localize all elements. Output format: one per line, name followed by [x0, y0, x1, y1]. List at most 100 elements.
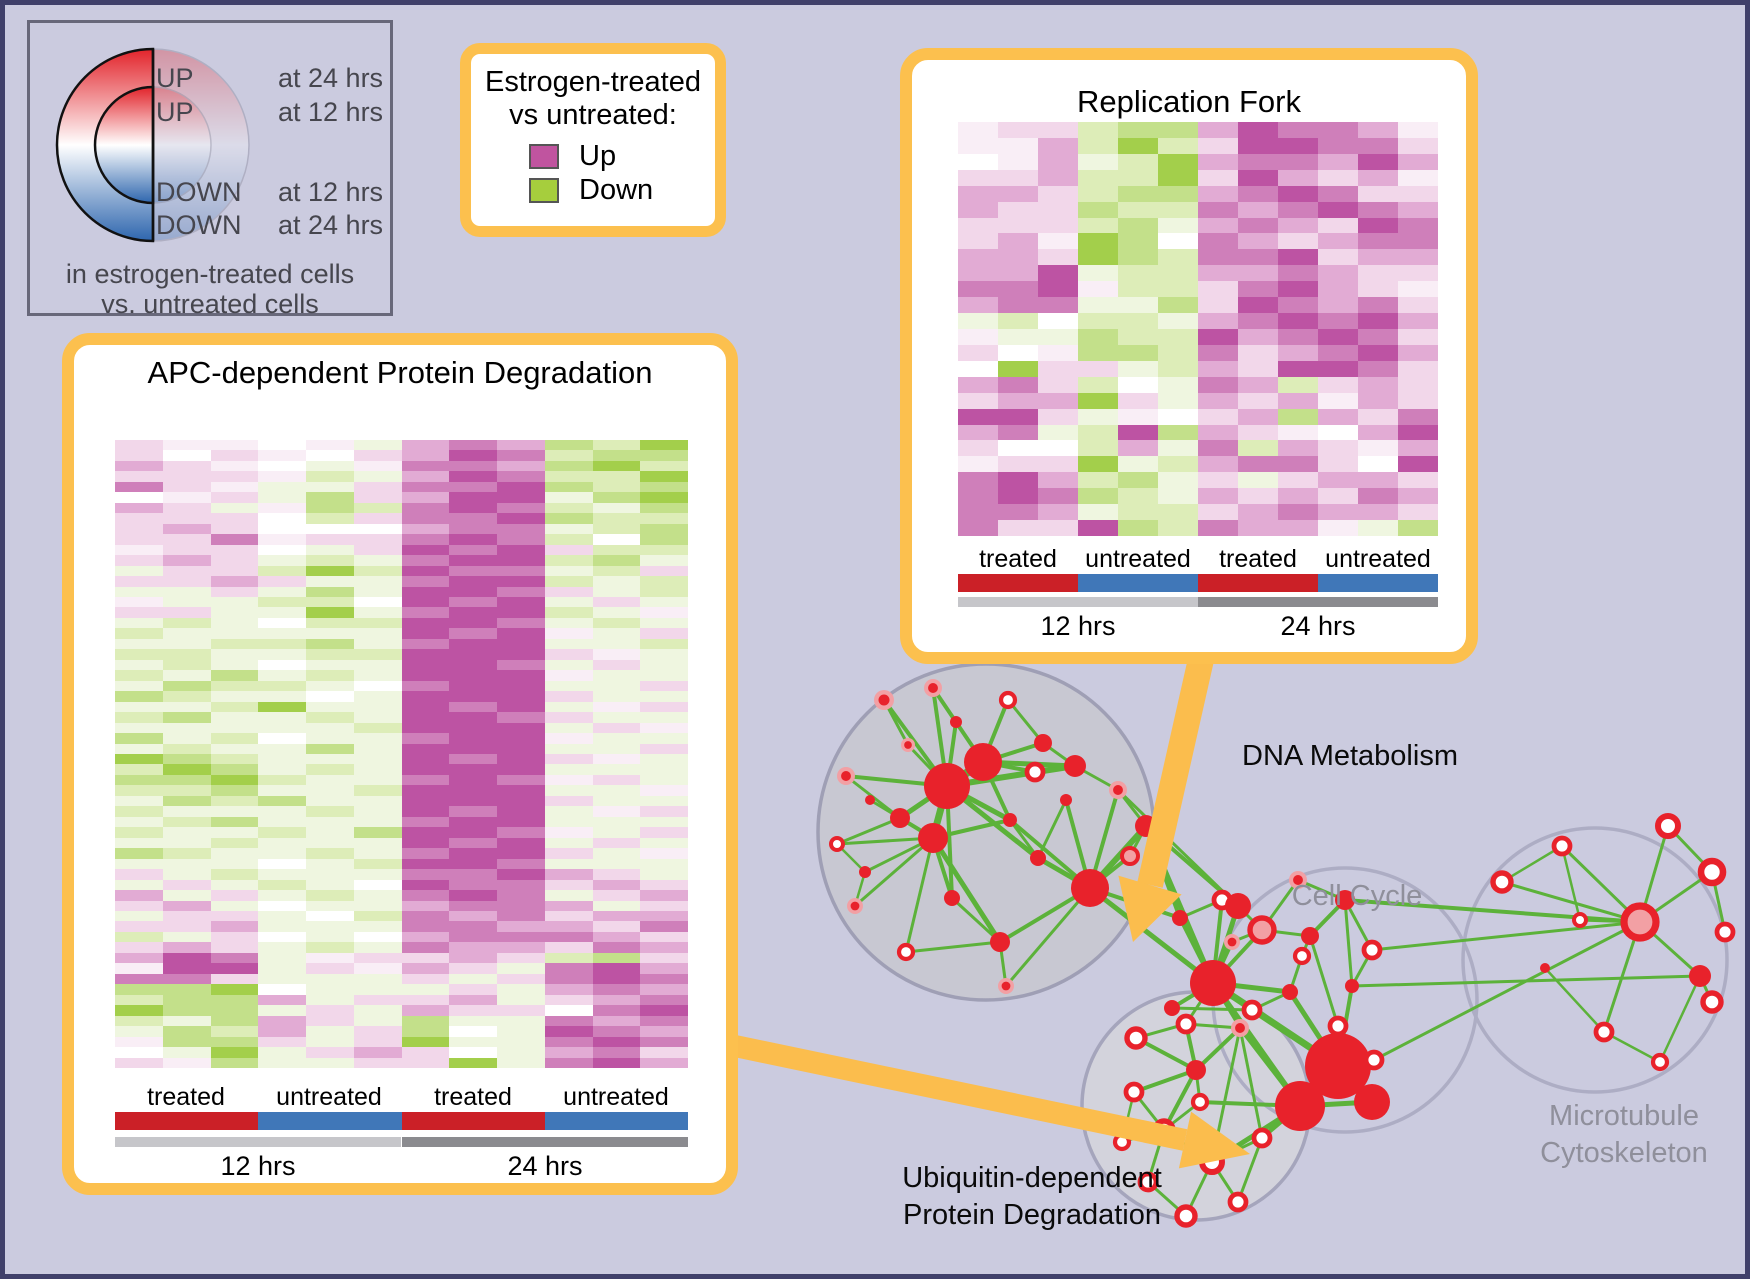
heatmap-cell [1078, 233, 1118, 250]
heatmap-cell [162, 440, 211, 451]
heatmap-cell [449, 586, 497, 597]
heatmap-cell [1038, 440, 1078, 457]
heatmap-cell [1398, 169, 1438, 186]
gene-node-ring [1327, 1015, 1349, 1037]
group-label-treated: treated [979, 545, 1057, 573]
group-label-treated: treated [1219, 545, 1297, 573]
heatmap-cell [544, 628, 593, 639]
heatmap-cell [640, 879, 688, 891]
network-edge [854, 836, 934, 908]
heatmap-cell [592, 827, 641, 838]
heatmap-cell [1118, 328, 1158, 345]
heatmap-cell [115, 764, 163, 775]
heatmap-cell [258, 1005, 306, 1016]
heatmap-cell [544, 586, 593, 597]
heatmap-cell [640, 890, 688, 901]
heatmap-cell [544, 952, 593, 964]
heatmap-cell [115, 1015, 163, 1027]
heatmap-cell [1118, 440, 1158, 457]
heatmap-cell [401, 921, 450, 932]
heatmap-cell [1118, 376, 1158, 393]
heatmap-cell [998, 281, 1038, 298]
heatmap-cell [401, 544, 450, 556]
heatmap-cell [353, 900, 402, 911]
heatmap-cell [401, 534, 450, 545]
heatmap-cell [162, 576, 211, 587]
heatmap-cell [1358, 265, 1398, 282]
heatmap-cell [1278, 313, 1318, 329]
heatmap-cell [640, 827, 688, 838]
heatmap-cell [306, 544, 354, 556]
heatmap-cell [1318, 313, 1358, 329]
heatmap-cell [401, 555, 450, 566]
heatmap-cell [306, 1026, 354, 1037]
heatmap-cell [1318, 201, 1358, 218]
heatmap-cell [544, 701, 593, 713]
heatmap-cell [449, 984, 497, 995]
heatmap-cell [306, 774, 354, 786]
heatmap-cell [544, 492, 593, 503]
heatmap-cell [544, 910, 593, 922]
heatmap-cell [115, 492, 163, 503]
heatmap-cell [1198, 281, 1238, 298]
heatmap-cell [1278, 328, 1318, 345]
heatmap-cell [162, 858, 211, 870]
heatmap-cell [353, 659, 402, 671]
gene-node-solid [1034, 734, 1052, 752]
apc-degradation-panel: APC-dependent Protein Degradation treate… [62, 333, 738, 1195]
heatmap-cell [1198, 313, 1238, 329]
heatmap-cell [401, 900, 450, 911]
heatmap-cell [1198, 328, 1238, 345]
heatmap-cell [592, 774, 641, 786]
heatmap-cell [1118, 122, 1158, 138]
heatmap-cell [210, 984, 259, 995]
gene-node-ring [1361, 939, 1383, 961]
heatmap-cell [640, 481, 688, 493]
heatmap-cell [1198, 472, 1238, 489]
heatmap-cell [258, 649, 306, 660]
heatmap-cell [592, 1047, 641, 1058]
gene-node-halo-core [850, 901, 860, 911]
heatmap-cell [210, 576, 259, 587]
heatmap-cell [401, 879, 450, 891]
gene-node-solid [918, 823, 948, 853]
heatmap-cell [210, 586, 259, 597]
heatmap-cell [640, 649, 688, 660]
heatmap-cell [306, 722, 354, 734]
heatmap-cell [1358, 344, 1398, 361]
heatmap-cell [640, 733, 688, 744]
heatmap-cell [1398, 488, 1438, 505]
heatmap-cell [1038, 297, 1078, 314]
heatmap-cell [258, 440, 306, 451]
heatmap-cell [1278, 217, 1318, 234]
heatmap-cell [1118, 520, 1158, 536]
heatmap-cell [449, 890, 497, 901]
heatmap-cell [449, 722, 497, 734]
heatmap-cell [449, 481, 497, 493]
heatmap-cell [544, 596, 593, 608]
heatmap-cell [592, 596, 641, 608]
heatmap-cell [1398, 504, 1438, 521]
heatmap-cell [210, 628, 259, 639]
heatmap-cell [1278, 265, 1318, 282]
heatmap-cell [497, 513, 545, 524]
heatmap-cell [1198, 122, 1238, 138]
heatmap-cell [1358, 488, 1398, 505]
heatmap-cell [640, 1005, 688, 1016]
heatmap-cell [958, 392, 998, 409]
heatmap-cell [958, 344, 998, 361]
heatmap-cell [544, 1015, 593, 1027]
heatmap-cell [1278, 360, 1318, 377]
heatmap-cell [592, 879, 641, 891]
heatmap-cell [1038, 392, 1078, 409]
heatmap-cell [353, 795, 402, 807]
heatmap-cell [353, 994, 402, 1006]
heatmap-cell [401, 649, 450, 660]
heatmap-cell [258, 733, 306, 744]
heatmap-cell [401, 701, 450, 713]
heatmap-cell [1158, 392, 1198, 409]
heatmap-cell [115, 481, 163, 493]
heatmap-cell [1038, 313, 1078, 329]
heatmap-cell [1118, 504, 1158, 521]
heatmap-cell [640, 1026, 688, 1037]
